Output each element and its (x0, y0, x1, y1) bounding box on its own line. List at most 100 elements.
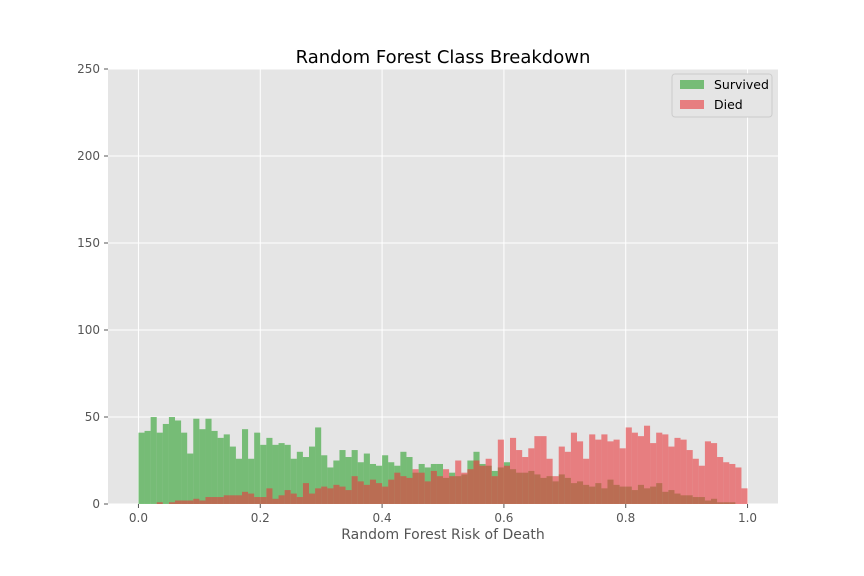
died-bar (187, 500, 194, 504)
died-bar (625, 427, 632, 504)
survived-bar (254, 432, 261, 504)
died-bar (242, 491, 249, 504)
died-bar (296, 497, 303, 504)
survived-bar (193, 418, 200, 504)
died-bar (558, 446, 565, 504)
survived-bar (242, 429, 249, 504)
died-bar (522, 457, 529, 504)
y-tick-label: 0 (92, 497, 100, 511)
died-bar (607, 441, 614, 504)
survived-bar (199, 429, 206, 504)
died-bar (729, 463, 736, 504)
died-bar (485, 458, 492, 504)
died-bar (698, 465, 705, 504)
survived-bar (211, 430, 218, 504)
died-bar (266, 488, 273, 504)
died-bar (406, 477, 413, 504)
survived-bar (229, 446, 236, 504)
died-bar (272, 498, 279, 504)
died-bar (674, 437, 681, 504)
plot-area (108, 69, 778, 504)
died-bar (284, 490, 291, 504)
died-bar (418, 472, 425, 504)
died-bar (376, 483, 383, 504)
x-tick-label: 0.4 (373, 511, 392, 525)
died-bar (680, 439, 687, 504)
survived-bar (181, 432, 188, 504)
died-bar (223, 495, 230, 504)
died-bar (369, 479, 376, 504)
died-bar (235, 495, 242, 504)
y-tick-label: 150 (77, 236, 100, 250)
died-bar (199, 500, 206, 504)
died-bars (156, 425, 748, 504)
survived-bar (175, 420, 182, 504)
survived-bar (272, 444, 279, 504)
died-bar (467, 469, 474, 504)
died-bar (497, 439, 504, 504)
died-bar (156, 502, 163, 504)
died-bar (503, 465, 510, 504)
died-bar (644, 425, 651, 504)
died-bar (327, 488, 334, 504)
died-bar (637, 436, 644, 504)
died-bar (339, 486, 346, 504)
died-bar (650, 443, 657, 504)
survived-bar (162, 423, 169, 504)
died-bar (479, 465, 486, 504)
died-bar (254, 497, 261, 504)
died-bar (449, 476, 456, 504)
died-bar (175, 500, 182, 504)
died-bar (686, 450, 693, 504)
died-bar (302, 483, 309, 504)
legend-swatch-died (680, 100, 704, 109)
died-bar (540, 436, 547, 504)
legend: Survived Died (671, 73, 773, 118)
y-tick-label: 50 (85, 410, 100, 424)
x-axis-ticks: 0.0 0.2 0.4 0.6 0.8 1.0 (129, 504, 757, 525)
died-bar (363, 484, 370, 504)
died-bar (589, 434, 596, 504)
died-bar (723, 462, 730, 504)
died-bar (735, 467, 742, 504)
died-bar (290, 493, 297, 504)
x-tick-label: 1.0 (738, 511, 757, 525)
survived-bar (223, 434, 230, 504)
died-bar (692, 458, 699, 504)
survived-bar (205, 418, 212, 504)
died-bar (656, 432, 663, 504)
died-bar (704, 441, 711, 504)
y-axis-ticks: 0 50 100 150 200 250 (77, 62, 108, 511)
died-bar (473, 460, 480, 504)
died-bar (546, 458, 553, 504)
x-tick-label: 0.0 (129, 511, 148, 525)
y-tick-label: 250 (77, 62, 100, 76)
survived-bar (296, 451, 303, 504)
survived-bar (302, 457, 309, 504)
died-bar (351, 476, 358, 504)
died-bar (248, 493, 255, 504)
died-bar (595, 439, 602, 504)
died-bar (424, 481, 431, 504)
died-bar (217, 497, 224, 504)
survived-bar (382, 455, 389, 504)
y-tick-label: 200 (77, 149, 100, 163)
survived-bar (266, 437, 273, 504)
survived-bar (290, 458, 297, 504)
chart-title: Random Forest Class Breakdown (296, 47, 591, 68)
x-tick-label: 0.6 (494, 511, 513, 525)
survived-bar (333, 460, 340, 504)
died-bar (552, 476, 559, 504)
died-bar (570, 432, 577, 504)
died-bar (193, 498, 200, 504)
died-bar (400, 476, 407, 504)
died-bar (528, 448, 535, 504)
survived-bar (144, 430, 151, 504)
died-bar (516, 450, 523, 504)
died-bar (631, 432, 638, 504)
died-bar (388, 479, 395, 504)
died-bar (619, 448, 626, 504)
died-bar (662, 434, 669, 504)
died-bar (357, 481, 364, 504)
